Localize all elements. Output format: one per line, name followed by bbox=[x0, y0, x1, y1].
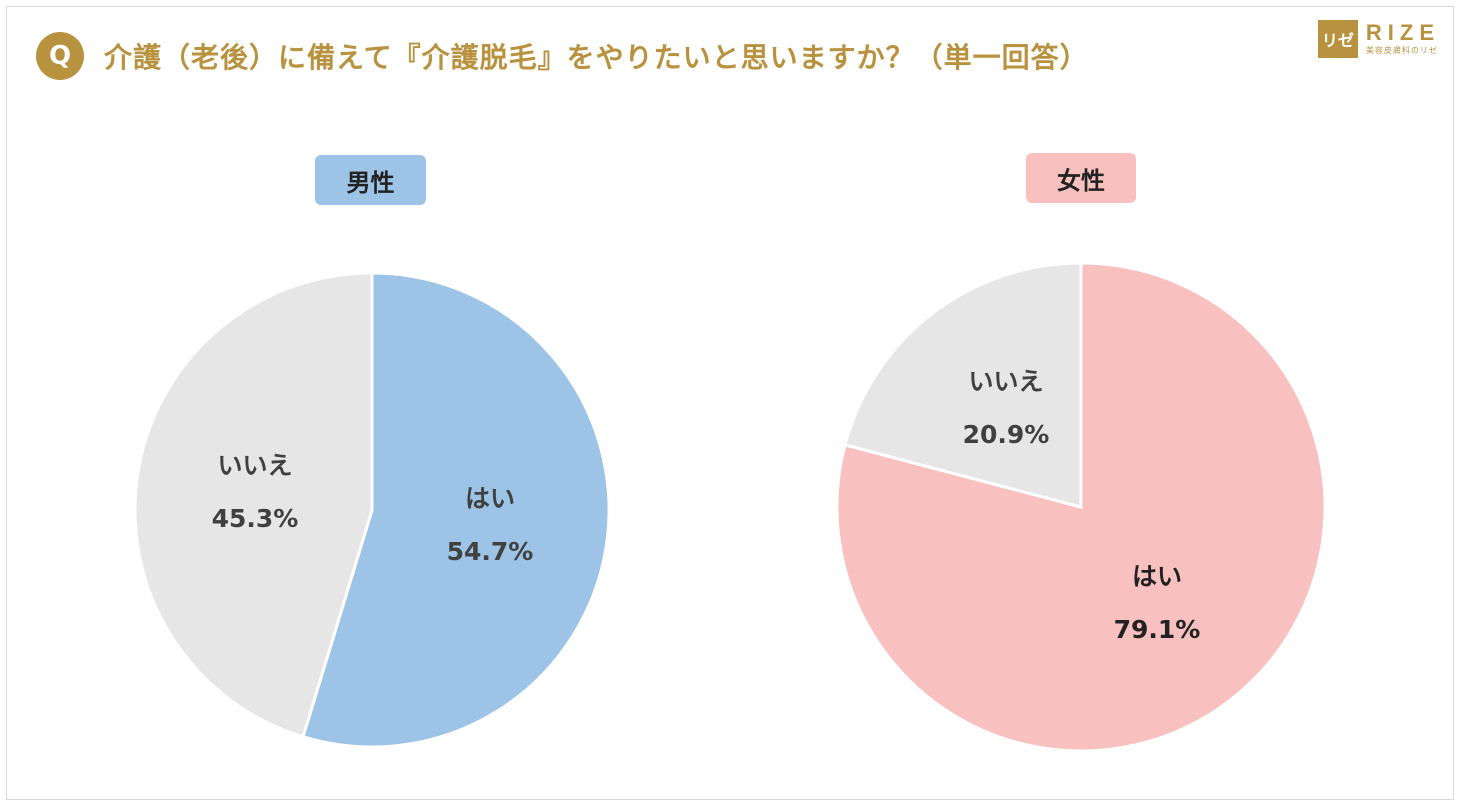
female-slice-no-value: 20.9% bbox=[963, 420, 1050, 449]
male-slice-no-label: いいえ bbox=[217, 451, 292, 480]
male-slice-yes bbox=[301, 271, 611, 749]
female-slice-no bbox=[843, 261, 1083, 509]
male-slice-no-value: 45.3% bbox=[212, 504, 299, 533]
female-chart-title: 女性 bbox=[1026, 153, 1136, 203]
rize-logo: リゼ RIZE 美容皮膚科のリゼ bbox=[1317, 20, 1440, 58]
female-slice-yes-label: はい bbox=[1132, 562, 1182, 591]
male-slice-yes-value: 54.7% bbox=[447, 537, 534, 566]
logo-name: RIZE bbox=[1365, 20, 1440, 45]
q-badge-icon: Q bbox=[36, 32, 84, 80]
logo-mark: リゼ bbox=[1317, 20, 1358, 58]
male-pie-chart: はい 54.7% いいえ 45.3% bbox=[133, 271, 611, 749]
male-chart-title: 男性 bbox=[315, 155, 426, 205]
page-title: 介護（老後）に備えて『介護脱毛』をやりたいと思いますか？（単一回答） bbox=[104, 41, 1089, 74]
male-slice-no bbox=[133, 271, 374, 739]
male-slice-yes-label: はい bbox=[465, 484, 515, 513]
question-header: Q 介護（老後）に備えて『介護脱毛』をやりたいと思いますか？（単一回答） bbox=[36, 30, 1089, 82]
female-slice-no-label: いいえ bbox=[968, 367, 1043, 396]
female-slice-yes-value: 79.1% bbox=[1114, 615, 1201, 644]
logo-text: RIZE 美容皮膚科のリゼ bbox=[1366, 22, 1440, 56]
female-pie-chart: はい 79.1% いいえ 20.9% bbox=[835, 261, 1327, 753]
logo-subtitle: 美容皮膚科のリゼ bbox=[1365, 46, 1438, 55]
female-slice-yes bbox=[835, 261, 1327, 753]
